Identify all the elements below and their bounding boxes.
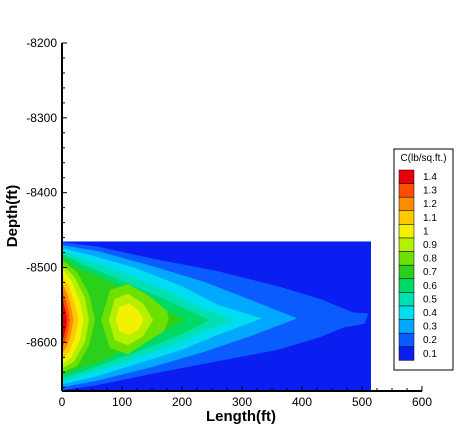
x-axis-label: Length(ft) <box>206 408 276 425</box>
legend-swatch-1.1 <box>398 210 415 225</box>
legend-label: 1.1 <box>423 213 437 224</box>
legend-label: 1 <box>423 226 429 237</box>
x-tick-label: 600 <box>412 395 432 409</box>
legend-swatch-0.4 <box>398 305 415 320</box>
legend-swatch-0.1 <box>398 346 415 361</box>
x-tick-label: 500 <box>352 395 372 409</box>
legend-swatch-1.4 <box>398 169 415 184</box>
y-axis-label: Depth(ft) <box>4 185 21 247</box>
legend-label: 0.3 <box>423 322 437 333</box>
legend-swatch-0.9 <box>398 237 415 252</box>
legend-label: 0.9 <box>423 240 437 251</box>
legend-swatch-0.7 <box>398 264 415 280</box>
legend-swatch-0.8 <box>398 251 415 266</box>
legend-label: 1.3 <box>423 186 437 197</box>
y-tick-label: -8300 <box>26 111 57 125</box>
legend-swatch-0.2 <box>398 332 415 348</box>
legend-label: 0.4 <box>423 308 437 319</box>
x-tick-label: 400 <box>292 395 312 409</box>
legend-label: 1.2 <box>423 199 437 210</box>
legend-swatch-1.2 <box>398 196 415 212</box>
y-tick-label: -8400 <box>26 186 57 200</box>
legend-label: 1.4 <box>423 172 437 183</box>
x-tick-label: 0 <box>59 395 66 409</box>
y-tick-label: -8500 <box>26 261 57 275</box>
legend-label: 0.8 <box>423 254 437 265</box>
legend-label: 0.5 <box>423 294 437 305</box>
legend-label: 0.7 <box>423 267 437 278</box>
legend-label: 0.2 <box>423 335 437 346</box>
legend-swatch-0.5 <box>398 292 415 307</box>
contour-fill <box>62 241 371 391</box>
legend-swatch-0.3 <box>398 319 415 334</box>
legend-swatch-1 <box>398 224 415 239</box>
x-tick-label: 100 <box>112 395 132 409</box>
x-tick-label: 300 <box>232 395 252 409</box>
x-tick-label: 200 <box>172 395 192 409</box>
axes: 0 100 200 300 400 500 600 -8200 -8300 -8400 -8500 -… <box>26 36 432 409</box>
contour-band-1.0 <box>116 303 144 335</box>
legend-label: 0.6 <box>423 281 437 292</box>
legend: C(lb/sq.ft.) 1.4 1.3 1.2 1.1 1 0.9 0.8 0.7 0.6 0.5… <box>393 148 454 371</box>
y-tick-label: -8600 <box>26 335 57 349</box>
legend-title: C(lb/sq.ft.) <box>400 153 446 164</box>
legend-label: 0.1 <box>423 349 437 360</box>
legend-swatch-1.3 <box>398 183 415 198</box>
y-tick-label: -8200 <box>26 36 57 50</box>
legend-swatch-0.6 <box>398 278 415 293</box>
contour-band-1.4 <box>62 297 67 343</box>
